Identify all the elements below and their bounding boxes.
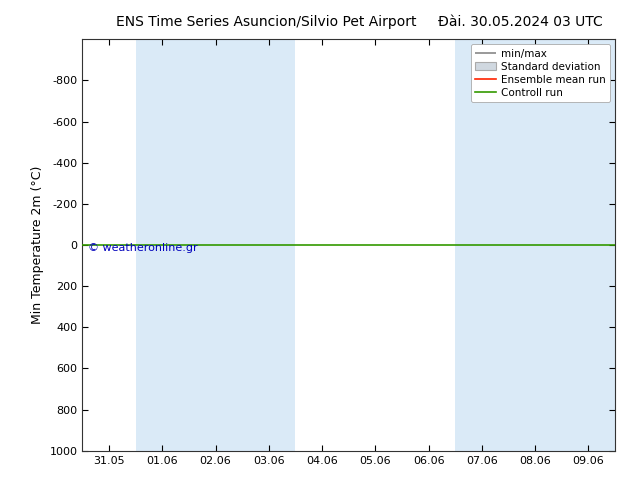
Y-axis label: Min Temperature 2m (°C): Min Temperature 2m (°C) bbox=[31, 166, 44, 324]
Text: ENS Time Series Asuncion/Silvio Pet Airport: ENS Time Series Asuncion/Silvio Pet Airp… bbox=[116, 15, 417, 29]
Text: Đài. 30.05.2024 03 UTC: Đài. 30.05.2024 03 UTC bbox=[437, 15, 602, 29]
Text: © weatheronline.gr: © weatheronline.gr bbox=[87, 243, 197, 253]
Bar bbox=[136, 39, 295, 451]
Legend: min/max, Standard deviation, Ensemble mean run, Controll run: min/max, Standard deviation, Ensemble me… bbox=[470, 45, 610, 102]
Bar bbox=[455, 39, 615, 451]
